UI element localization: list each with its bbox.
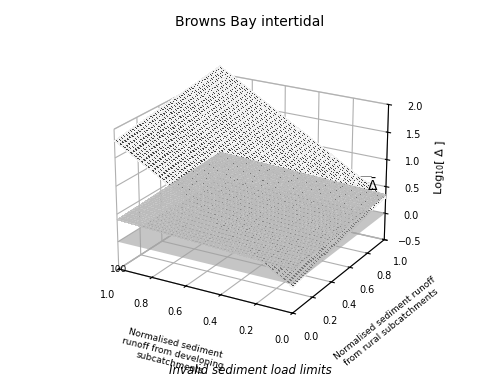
- Text: $\bar{\Delta}$: $\bar{\Delta}$: [366, 177, 378, 194]
- Y-axis label: Normalised sediment runoff
from rural subcatchments: Normalised sediment runoff from rural su…: [332, 276, 444, 370]
- Text: —: —: [359, 170, 372, 183]
- X-axis label: Normalised sediment
runoff from developing
subcatchments: Normalised sediment runoff from developi…: [118, 326, 226, 378]
- Title: Browns Bay intertidal: Browns Bay intertidal: [176, 15, 324, 29]
- Text: Invalid sediment load limits: Invalid sediment load limits: [168, 364, 332, 377]
